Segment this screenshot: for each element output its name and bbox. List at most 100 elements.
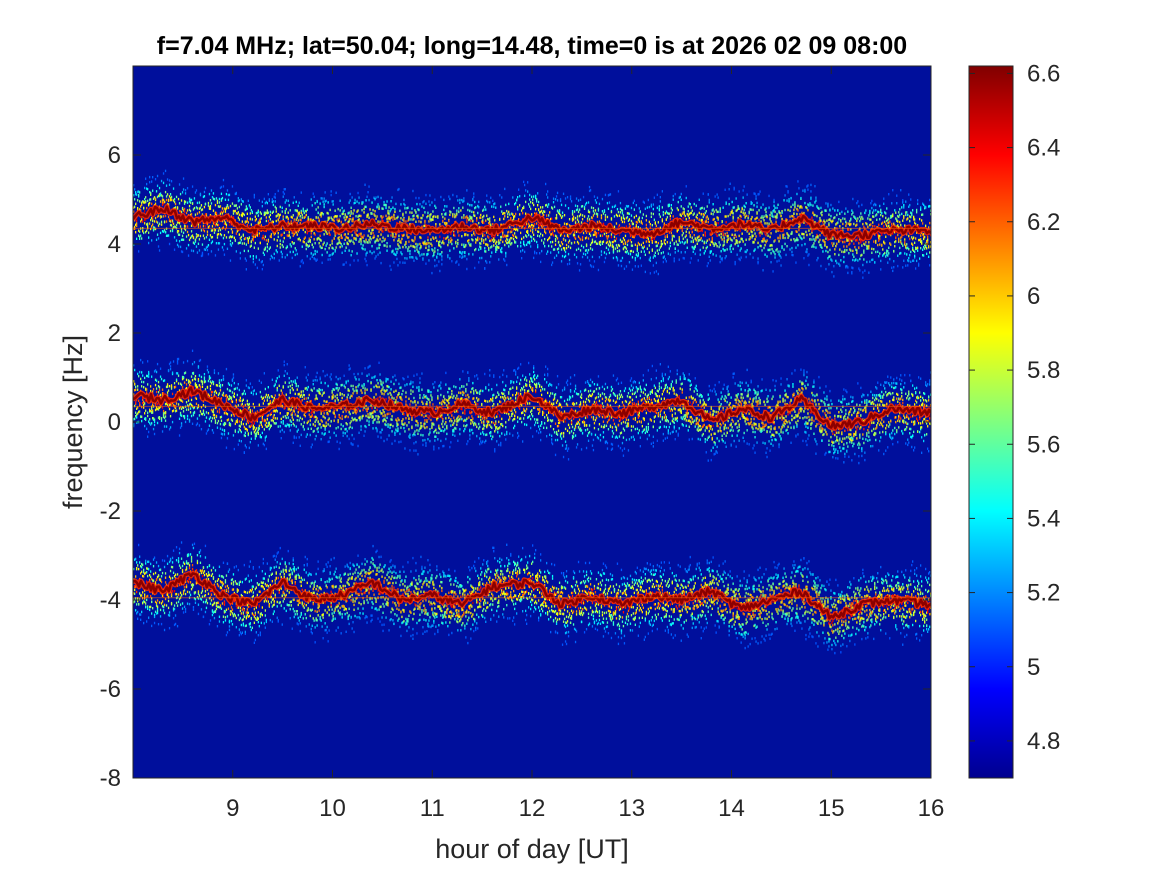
- speckle-cell: [693, 246, 695, 249]
- speckle-cell: [428, 242, 430, 245]
- speckle-cell: [731, 200, 733, 204]
- speckle-cell: [272, 210, 274, 213]
- speckle-cell: [236, 212, 238, 215]
- speckle-cell: [141, 203, 143, 206]
- speckle-cell: [159, 216, 162, 219]
- speckle-cell: [597, 228, 600, 231]
- speckle-cell: [626, 212, 629, 215]
- speckle-cell: [693, 219, 695, 222]
- speckle-cell: [627, 219, 630, 222]
- speckle-cell: [770, 232, 772, 235]
- speckle-cell: [641, 229, 643, 232]
- speckle-cell: [580, 221, 583, 224]
- speckle-cell: [654, 240, 656, 244]
- speckle-cell: [721, 238, 723, 241]
- speckle-cell: [267, 240, 269, 243]
- speckle-cell: [461, 235, 463, 238]
- speckle-cell: [871, 251, 873, 254]
- speckle-cell: [488, 236, 490, 239]
- speckle-cell: [924, 205, 926, 208]
- speckle-cell: [895, 217, 897, 220]
- speckle-cell: [596, 242, 599, 245]
- speckle-cell: [363, 207, 365, 211]
- speckle-cell: [362, 247, 364, 251]
- speckle-cell: [738, 241, 740, 244]
- speckle-cell: [636, 221, 638, 224]
- speckle-cell: [886, 219, 888, 223]
- speckle-cell: [181, 238, 184, 241]
- speckle-cell: [469, 215, 471, 218]
- speckle-cell: [594, 209, 597, 212]
- speckle-cell: [537, 204, 539, 207]
- speckle-cell: [338, 236, 340, 239]
- speckle-cell: [824, 241, 826, 244]
- speckle-cell: [216, 223, 219, 227]
- speckle-cell: [137, 406, 139, 409]
- speckle-cell: [879, 243, 881, 246]
- speckle-cell: [358, 233, 360, 236]
- speckle-cell: [876, 213, 878, 216]
- speckle-cell: [215, 197, 218, 200]
- speckle-cell: [152, 427, 155, 431]
- speckle-cell: [319, 234, 321, 237]
- speckle-cell: [716, 216, 718, 219]
- speckle-cell: [559, 198, 562, 201]
- speckle-cell: [582, 231, 585, 235]
- speckle-cell: [285, 199, 287, 202]
- speckle-cell: [835, 259, 837, 263]
- speckle-cell: [397, 188, 399, 192]
- speckle-cell: [181, 250, 184, 254]
- speckle-cell: [701, 239, 703, 243]
- speckle-cell: [399, 240, 401, 244]
- speckle-cell: [496, 244, 498, 248]
- speckle-cell: [660, 240, 662, 243]
- speckle-cell: [225, 207, 228, 210]
- speckle-cell: [214, 224, 217, 227]
- speckle-cell: [806, 185, 808, 188]
- speckle-cell: [756, 205, 758, 208]
- speckle-cell: [774, 239, 776, 242]
- speckle-cell: [524, 194, 526, 197]
- speckle-cell: [448, 219, 450, 223]
- speckle-cell: [311, 243, 313, 246]
- speckle-cell: [732, 247, 734, 251]
- speckle-cell: [147, 411, 149, 414]
- speckle-cell: [720, 233, 722, 236]
- speckle-cell: [264, 248, 266, 251]
- speckle-cell: [903, 259, 905, 262]
- speckle-cell: [355, 233, 357, 236]
- speckle-cell: [423, 224, 425, 228]
- speckle-cell: [432, 254, 434, 258]
- speckle-cell: [749, 236, 751, 239]
- speckle-cell: [568, 258, 571, 262]
- speckle-cell: [348, 218, 350, 221]
- speckle-cell: [551, 233, 553, 236]
- speckle-cell: [863, 258, 865, 261]
- speckle-cell: [248, 236, 250, 240]
- speckle-cell: [139, 230, 141, 233]
- speckle-cell: [574, 204, 577, 207]
- speckle-cell: [841, 250, 843, 253]
- speckle-cell: [252, 260, 254, 264]
- speckle-cell: [792, 203, 794, 206]
- speckle-cell: [642, 246, 644, 250]
- speckle-cell: [542, 226, 544, 229]
- speckle-cell: [502, 240, 504, 244]
- speckle-cell: [459, 251, 461, 254]
- speckle-cell: [474, 214, 476, 217]
- speckle-cell: [461, 252, 463, 256]
- speckle-cell: [894, 231, 896, 234]
- speckle-cell: [549, 211, 551, 214]
- speckle-cell: [667, 223, 669, 226]
- speckle-cell: [625, 251, 628, 254]
- speckle-cell: [888, 221, 890, 224]
- speckle-cell: [920, 234, 922, 237]
- speckle-cell: [310, 235, 312, 239]
- speckle-cell: [550, 251, 552, 254]
- speckle-cell: [605, 252, 608, 256]
- speckle-cell: [833, 216, 835, 220]
- speckle-cell: [474, 200, 476, 204]
- speckle-cell: [671, 208, 673, 212]
- speckle-cell: [702, 220, 704, 224]
- speckle-cell: [804, 201, 806, 205]
